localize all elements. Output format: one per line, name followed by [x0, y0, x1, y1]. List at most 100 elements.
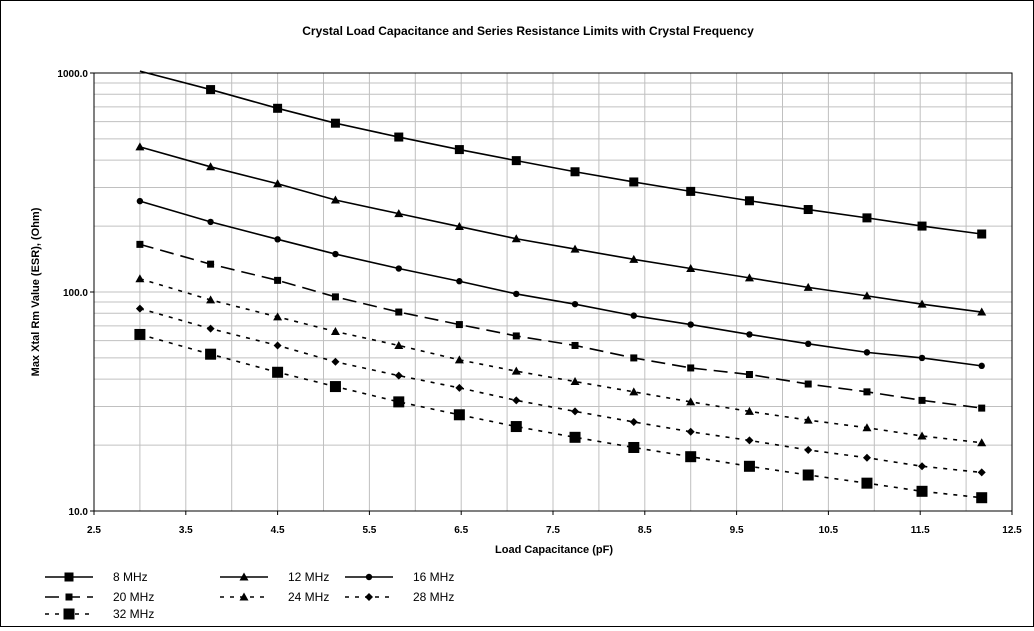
y-axis-title: Max Xtal Rm Value (ESR), (Ohm)	[30, 207, 42, 376]
data-point	[686, 264, 696, 273]
data-point	[136, 240, 144, 248]
data-point	[206, 162, 216, 171]
legend-item: 12 MHz	[220, 570, 329, 584]
legend-label: 20 MHz	[113, 590, 154, 604]
series-line	[139, 277, 982, 444]
data-point	[454, 145, 464, 155]
data-point	[273, 179, 283, 188]
data-point	[687, 364, 695, 372]
data-point	[629, 387, 639, 396]
data-point	[454, 222, 464, 231]
legend-label: 32 MHz	[113, 607, 154, 621]
data-point	[510, 421, 522, 433]
series-32-mhz	[134, 328, 988, 504]
legend-label: 16 MHz	[413, 570, 454, 584]
data-point	[274, 276, 282, 284]
x-tick-label: 4.5	[271, 525, 285, 536]
data-point	[395, 265, 402, 272]
data-point	[916, 485, 928, 497]
data-point	[628, 441, 640, 453]
series-layer	[134, 70, 988, 504]
data-point	[686, 397, 696, 406]
x-tick-label: 7.5	[546, 525, 560, 536]
data-point	[687, 321, 694, 328]
data-point	[570, 244, 580, 253]
data-point	[570, 377, 580, 386]
data-point	[862, 291, 872, 300]
data-point	[630, 354, 638, 362]
data-point	[207, 260, 215, 268]
series-24-mhz	[135, 274, 987, 447]
data-point	[745, 371, 753, 379]
legend-label: 24 MHz	[288, 590, 329, 604]
data-point	[456, 278, 463, 285]
data-point	[207, 218, 214, 226]
data-point	[977, 229, 987, 239]
y-axis-ticks: 10.0 100.0 1000.0	[57, 69, 94, 518]
data-point	[136, 197, 144, 205]
data-point	[571, 300, 579, 308]
data-point	[802, 469, 814, 481]
data-point	[746, 331, 753, 338]
x-tick-label: 6.5	[454, 525, 468, 536]
data-point	[863, 388, 871, 396]
x-tick-label: 8.5	[638, 525, 652, 536]
legend-item: 16 MHz	[345, 570, 454, 584]
data-point	[274, 236, 281, 243]
data-point	[273, 312, 283, 321]
data-point	[329, 381, 341, 393]
data-point	[394, 371, 403, 380]
data-point	[976, 492, 988, 504]
x-tick-label: 10.5	[819, 525, 839, 536]
data-point	[686, 427, 695, 436]
x-tick-label: 5.5	[362, 525, 376, 536]
data-point	[803, 282, 813, 291]
data-point	[134, 328, 146, 340]
data-point	[330, 118, 340, 128]
legend-swatch-marker	[239, 572, 249, 581]
data-point	[330, 195, 340, 204]
data-point	[206, 85, 216, 95]
data-point	[511, 234, 521, 243]
data-point	[978, 404, 986, 412]
data-point	[512, 396, 521, 405]
data-point	[918, 396, 926, 404]
data-point	[917, 431, 927, 440]
legend-swatch-marker	[239, 592, 249, 601]
series-line	[139, 307, 982, 474]
legend-item: 20 MHz	[45, 590, 154, 604]
data-point	[571, 341, 579, 349]
data-point	[686, 186, 696, 196]
x-axis-ticks: 2.5 3.5 4.5 5.5 6.5 7.5 8.5 9.5 10.5 11.5 12.5	[87, 511, 1022, 536]
data-point	[861, 477, 873, 489]
data-point	[629, 417, 638, 426]
data-point	[570, 167, 580, 177]
data-point	[135, 274, 145, 283]
legend-item: 32 MHz	[45, 607, 154, 621]
data-point	[205, 348, 217, 360]
data-point	[571, 407, 580, 416]
data-point	[512, 332, 520, 340]
data-point	[804, 380, 812, 388]
data-point	[977, 438, 987, 447]
x-tick-label: 3.5	[179, 525, 193, 536]
chart-title: Crystal Load Capacitance and Series Resi…	[302, 24, 754, 38]
legend-label: 12 MHz	[288, 570, 329, 584]
series-line	[139, 146, 982, 313]
legend-item: 8 MHz	[45, 570, 148, 584]
series-28-mhz	[135, 304, 986, 477]
data-point	[455, 321, 463, 329]
x-tick-label: 2.5	[87, 525, 101, 536]
data-point	[862, 213, 872, 223]
data-point	[331, 293, 339, 301]
y-tick-label: 10.0	[69, 507, 89, 518]
data-point	[977, 468, 986, 477]
data-point	[394, 132, 404, 142]
data-point	[862, 453, 871, 462]
data-point	[629, 254, 639, 263]
data-point	[978, 362, 985, 370]
legend-item: 28 MHz	[345, 590, 454, 604]
data-point	[206, 324, 215, 333]
